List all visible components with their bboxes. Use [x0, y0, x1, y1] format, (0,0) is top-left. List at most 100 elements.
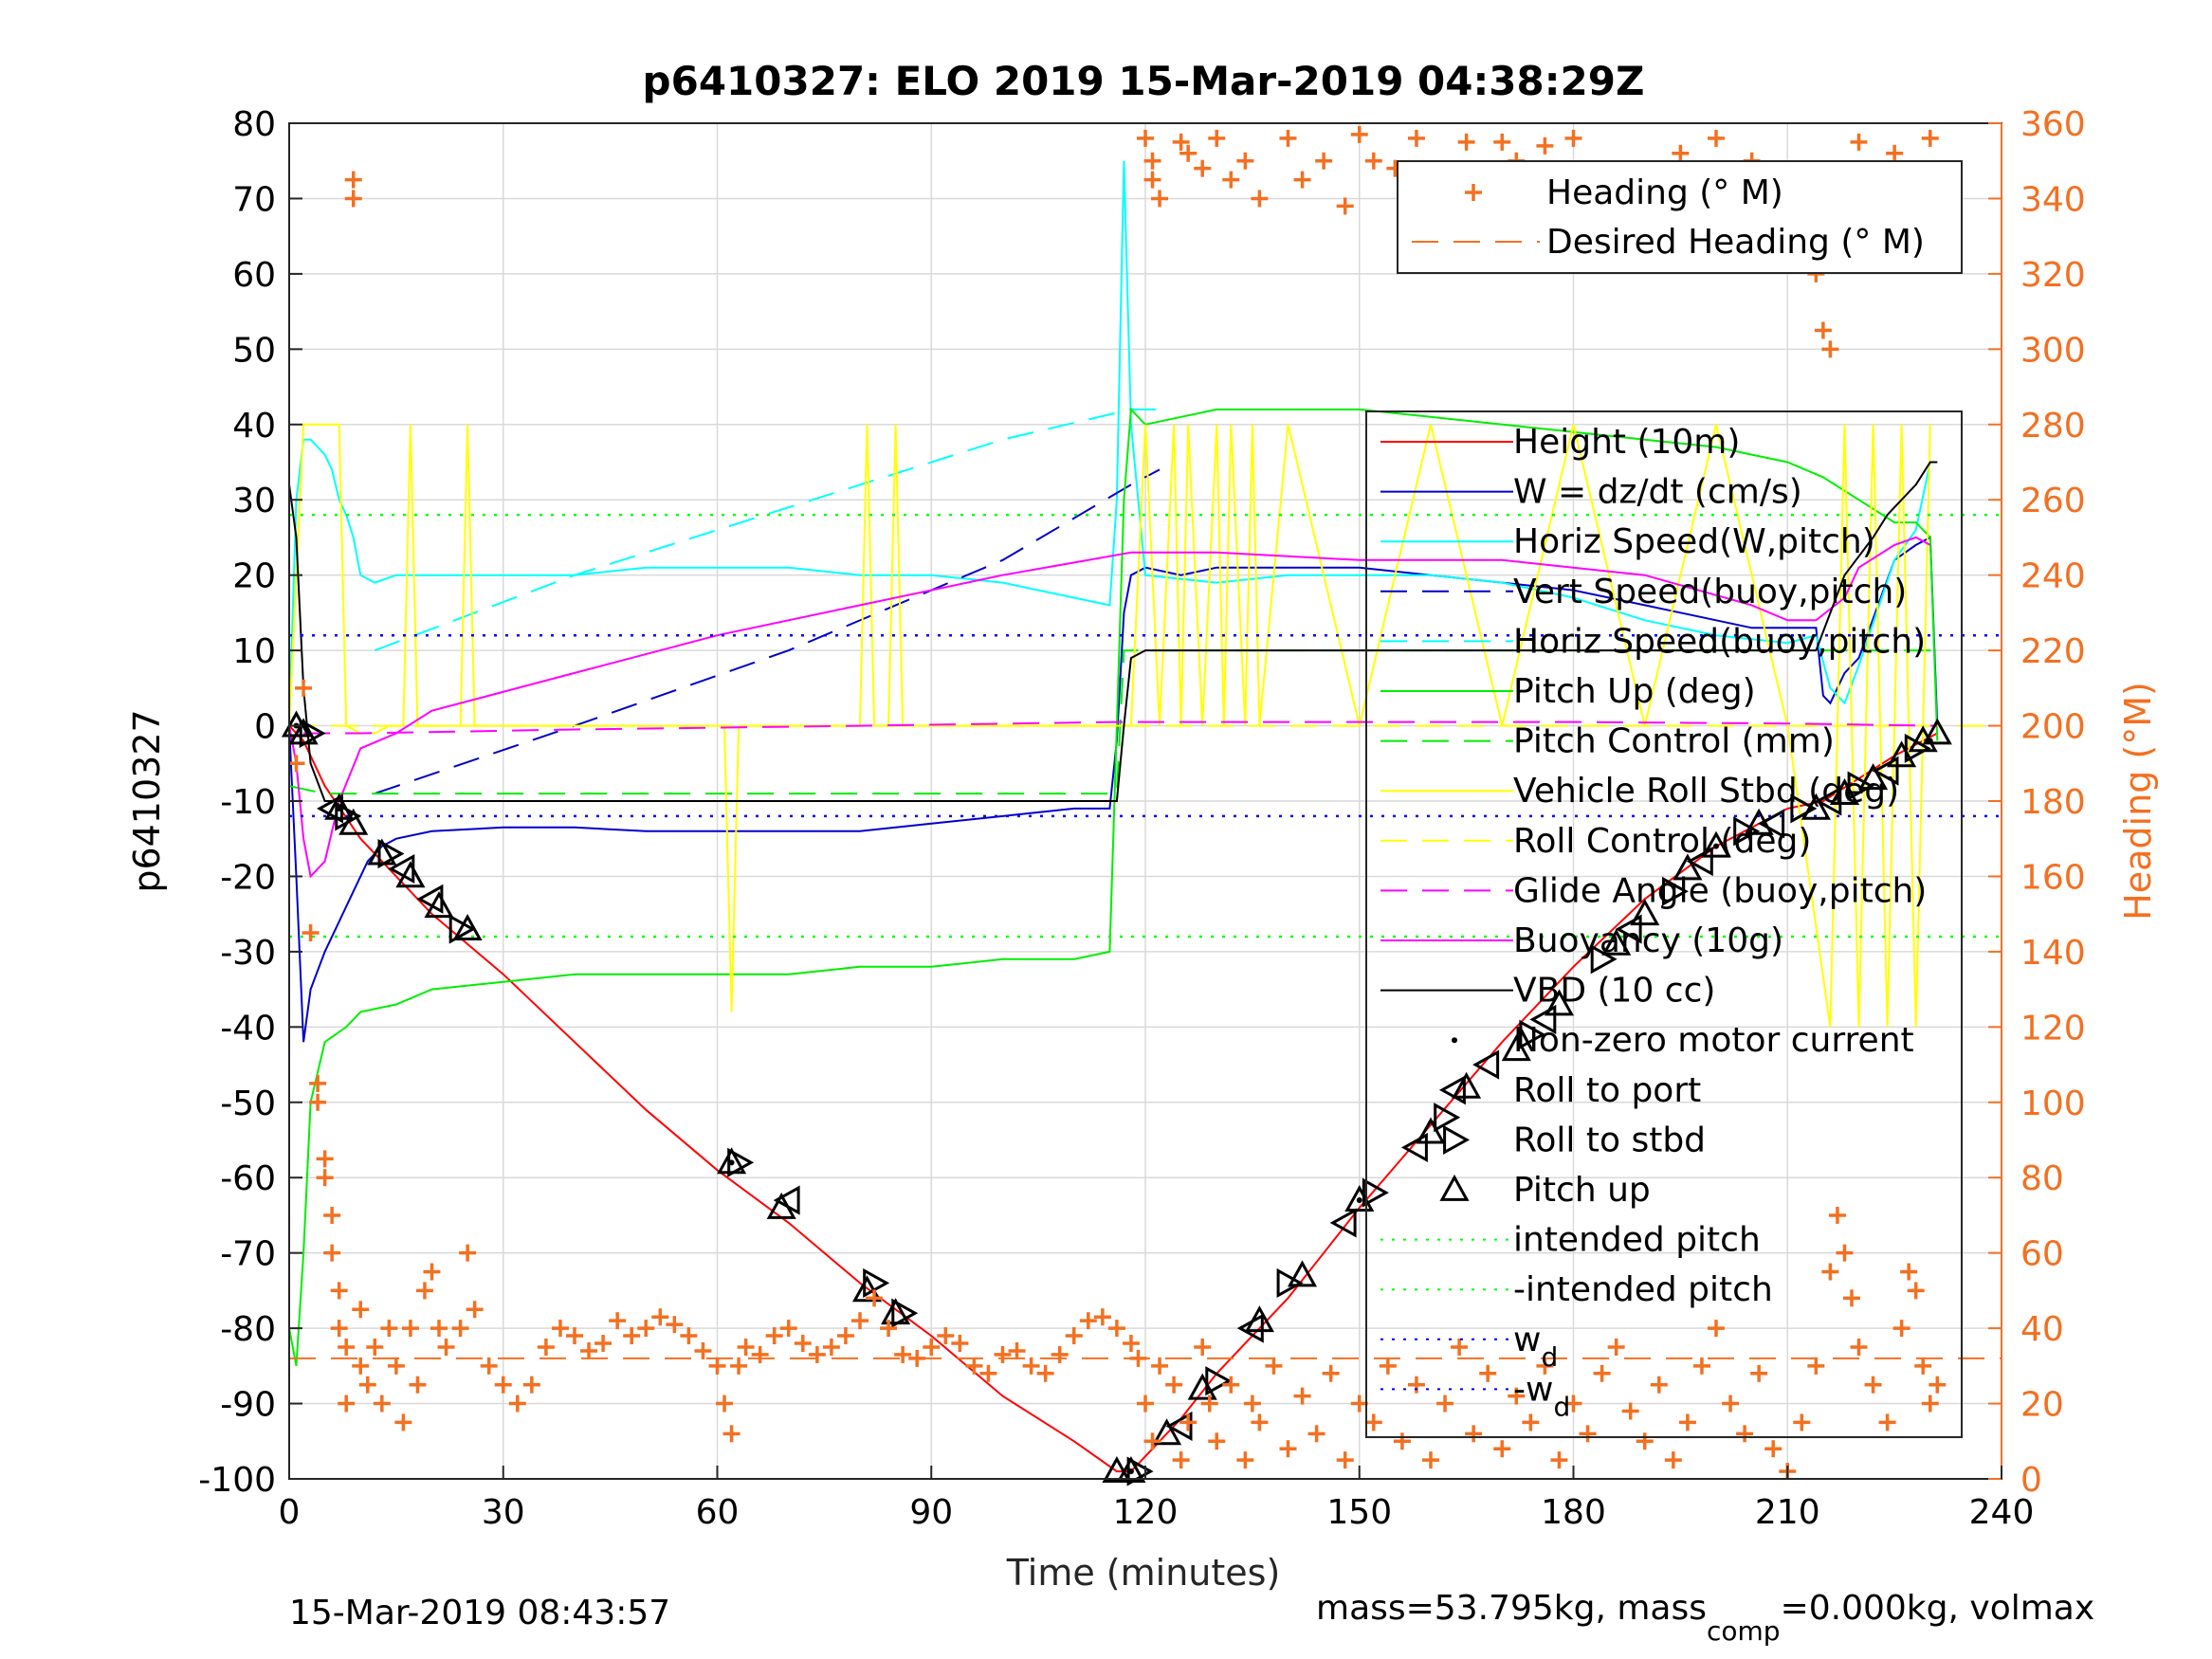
- y2-tick-label: 0: [2020, 1461, 2042, 1500]
- legend-entry: -wd: [1380, 1370, 1570, 1422]
- legend-swatch: [1438, 1075, 1466, 1105]
- pitch-up-marker: [1887, 740, 1917, 768]
- heading-point: [808, 1345, 826, 1363]
- pitch-up-marker: [1452, 1071, 1482, 1099]
- heading-point: [394, 1413, 412, 1431]
- y-tick-label: -60: [220, 1159, 276, 1198]
- legend-label-main: Vehicle Roll Stbd (deg): [1513, 772, 1899, 811]
- roll-stbd-marker: [1590, 944, 1618, 975]
- heading-point: [1222, 171, 1240, 189]
- heading-point: [352, 1357, 370, 1375]
- footer-mass-info: mass=53.795kg, masscomp=0.000kg, volmax: [1316, 1589, 2094, 1647]
- legend-entry: Non-zero motor current: [1452, 1021, 1914, 1060]
- legend-label: Non-zero motor current: [1513, 1021, 1914, 1060]
- heading-point: [1842, 1289, 1860, 1307]
- legend-label-main: Vert Speed(buoy,pitch): [1513, 573, 1907, 611]
- motor-current-marker: [1713, 843, 1719, 849]
- motor-current-marker: [1127, 1468, 1134, 1475]
- legend-label-main: W = dz/dt (cm/s): [1513, 473, 1802, 512]
- heading-point: [1279, 129, 1297, 147]
- heading-point: [1129, 1349, 1147, 1367]
- heading-point: [1564, 129, 1582, 147]
- heading-point: [1079, 1312, 1097, 1330]
- legend-label-main: Non-zero motor current: [1513, 1021, 1914, 1060]
- heading-point: [1251, 1413, 1269, 1431]
- roll-port-marker: [1615, 914, 1642, 944]
- roll-stbd-marker: [1662, 876, 1689, 906]
- footer-mass-suffix: =0.000kg, volmax: [1781, 1589, 2095, 1628]
- legend-label-main: Pitch up: [1513, 1171, 1651, 1210]
- heading-point: [1151, 190, 1169, 208]
- y-tick-label: -100: [198, 1461, 276, 1500]
- legend-label: Pitch up: [1513, 1171, 1651, 1210]
- y2-tick-label: 300: [2020, 331, 2086, 370]
- legend-label: VBD (10 cc): [1513, 972, 1715, 1011]
- pitch-up-marker: [1287, 1260, 1318, 1287]
- x-tick-label: 210: [1755, 1493, 1820, 1532]
- legend-entry: Pitch Up (deg): [1380, 672, 1756, 711]
- heading-point: [1764, 1440, 1782, 1458]
- heading-point: [1350, 1395, 1368, 1413]
- heading-point: [1457, 133, 1475, 151]
- heading-point: [373, 1395, 391, 1413]
- heading-point: [708, 1357, 726, 1375]
- heading-point: [1564, 1395, 1582, 1413]
- heading-point: [880, 1320, 898, 1338]
- y2-tick-label: 340: [2020, 180, 2086, 219]
- roll-stbd-marker: [1790, 793, 1818, 824]
- heading-point: [1836, 1244, 1854, 1262]
- pitch-up-marker: [1102, 1456, 1132, 1483]
- roll-port-marker: [1872, 756, 1899, 786]
- y2-tick-label: 140: [2020, 934, 2086, 973]
- heading-point: [1750, 1364, 1768, 1382]
- heading-point: [537, 1338, 555, 1356]
- heading-point: [330, 1282, 348, 1300]
- legend-label: wd: [1513, 1321, 1558, 1373]
- heading-point: [423, 1263, 441, 1281]
- heading-point: [1279, 1440, 1297, 1458]
- roll-port-marker: [1758, 809, 1785, 839]
- heading-point: [994, 1345, 1012, 1363]
- y2-tick-label: 320: [2020, 256, 2086, 295]
- heading-point: [1864, 1376, 1882, 1394]
- roll-stbd-marker: [1362, 1177, 1389, 1208]
- heading-point: [1593, 1364, 1611, 1382]
- heading-point: [1536, 1357, 1554, 1375]
- heading-point: [1350, 125, 1368, 143]
- heading-point: [1008, 1341, 1026, 1359]
- heading-point: [1493, 133, 1511, 151]
- heading-point: [1522, 1413, 1540, 1431]
- heading-point: [338, 1395, 356, 1413]
- roll-port-marker: [1165, 1411, 1193, 1441]
- legend-entry: Roll to stbd: [1443, 1121, 1706, 1159]
- heading-point: [1479, 1364, 1497, 1382]
- series-line-buoyancy-10g-: [289, 536, 1931, 879]
- heading-point: [480, 1357, 498, 1375]
- legend-entry: W = dz/dt (cm/s): [1380, 473, 1802, 512]
- legend-label-main: Pitch Control (mm): [1513, 722, 1835, 761]
- heading-point: [1065, 1327, 1083, 1345]
- legend-label: Height (10m): [1513, 423, 1740, 462]
- legend-entry: intended pitch: [1380, 1221, 1761, 1260]
- heading-point: [1200, 1395, 1218, 1413]
- heading-point: [937, 1327, 955, 1345]
- roll-port-marker: [1529, 1004, 1557, 1034]
- y-tick-label: -40: [220, 1009, 276, 1048]
- pitch-up-marker: [1501, 1034, 1531, 1062]
- legend-entry: Horiz Speed(buoy,pitch): [1380, 622, 1926, 661]
- legend-label: W = dz/dt (cm/s): [1513, 473, 1802, 512]
- heading-point: [580, 1341, 598, 1359]
- heading-point: [1736, 1425, 1754, 1443]
- heading-point: [1451, 1338, 1469, 1356]
- heading-point: [1107, 1320, 1125, 1338]
- heading-point: [1636, 1432, 1654, 1450]
- roll-port-marker: [773, 1185, 800, 1215]
- marker-layer: [281, 710, 1952, 1486]
- heading-point: [309, 1093, 327, 1111]
- heading-point: [1708, 1320, 1725, 1338]
- heading-point: [1900, 1263, 1918, 1281]
- pitch-up-marker: [1544, 989, 1575, 1016]
- pitch-up-marker: [1630, 899, 1660, 926]
- legend-label-main: Glide Angle (buoy,pitch): [1513, 871, 1927, 910]
